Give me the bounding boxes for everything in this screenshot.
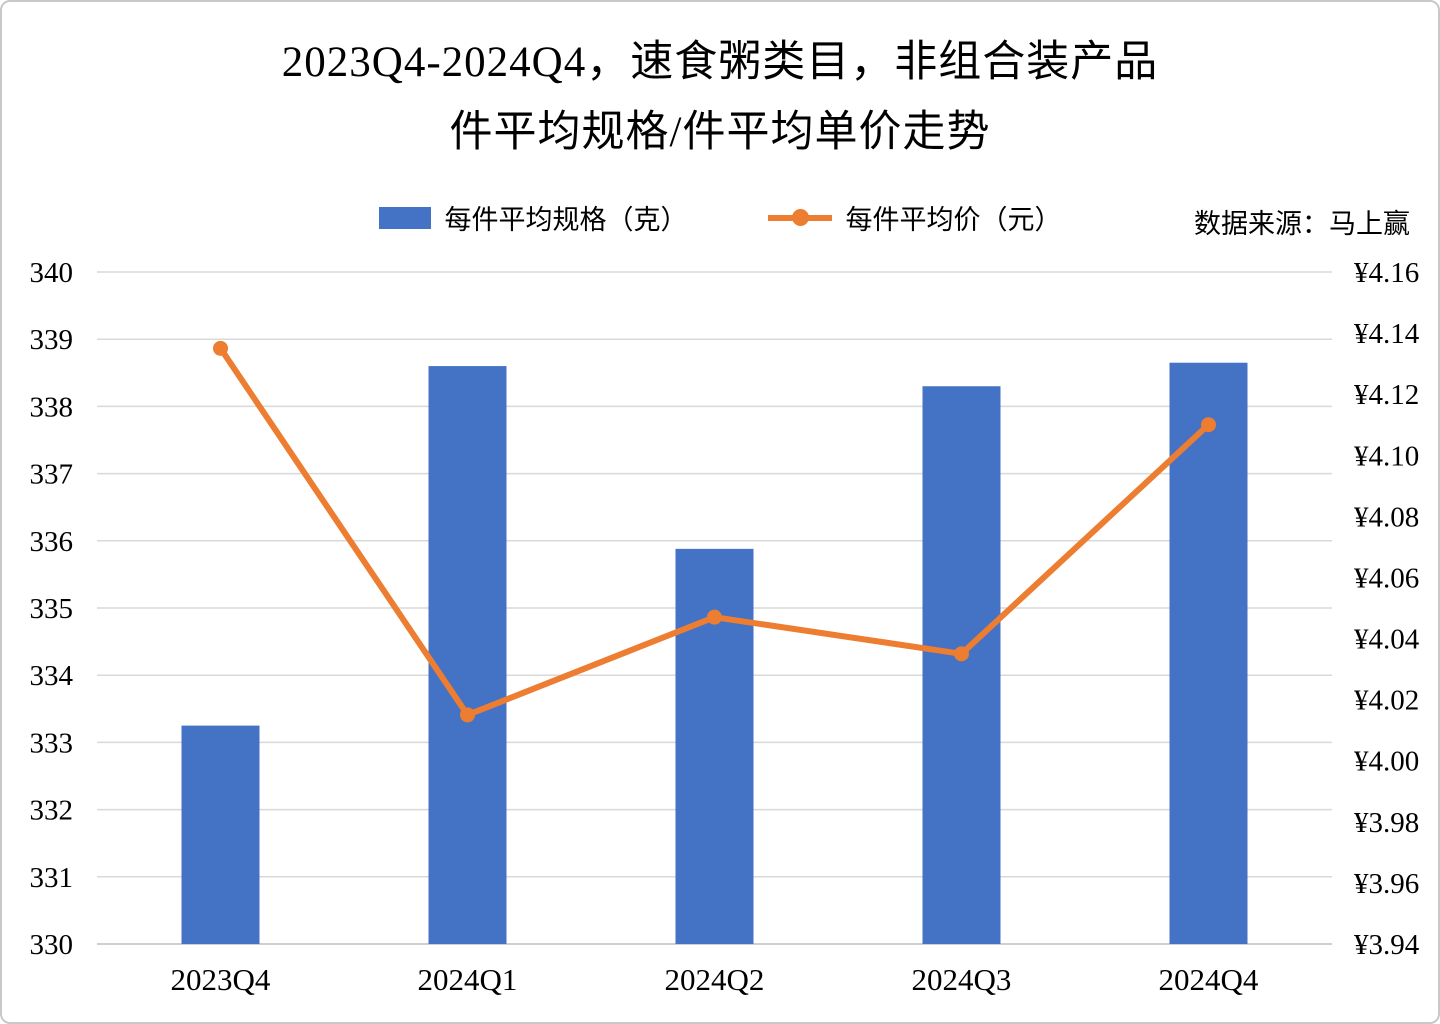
right-axis-tick-label: ¥4.02 (1354, 685, 1419, 717)
left-axis-tick-label: 331 (30, 862, 74, 894)
right-axis-tick-label: ¥4.10 (1354, 440, 1419, 472)
left-axis-tick-label: 332 (30, 795, 74, 827)
avg-price-point (1201, 417, 1216, 433)
legend-label-bar-series: 每件平均规格（克） (444, 205, 688, 235)
line-series-marker-icon (791, 208, 809, 226)
legend: 每件平均规格（克） 每件平均价（元） (2, 198, 1438, 237)
legend-item-line-series: 每件平均价（元） (767, 198, 1062, 237)
left-axis-tick-label: 337 (30, 459, 74, 491)
combo-chart: 340 339 338 337 336 335 334 333 332 331 330 ¥4.16 ¥4… (30, 257, 1420, 997)
right-axis-tick-label: ¥4.16 (1354, 257, 1419, 289)
left-axis-tick-label: 335 (30, 593, 74, 625)
bar-avg-weight (428, 366, 507, 944)
line-series-swatch (767, 208, 832, 226)
left-axis-tick-label: 336 (30, 526, 74, 558)
legend-item-bar-series: 每件平均规格（克） (378, 198, 688, 237)
left-axis-tick-label: 338 (30, 391, 74, 423)
x-axis-label: 2024Q3 (912, 962, 1012, 997)
left-axis-tick-label: 340 (30, 257, 74, 289)
right-axis-tick-label: ¥4.12 (1354, 379, 1419, 411)
right-axis-tick-label: ¥3.94 (1354, 929, 1420, 961)
bar-avg-weight (1169, 362, 1248, 945)
right-axis-tick-label: ¥3.98 (1354, 807, 1419, 839)
x-axis-label: 2023Q4 (171, 962, 271, 997)
bar-series-swatch (378, 206, 431, 229)
bar-avg-weight (181, 725, 260, 944)
chart-title-line1: 2023Q4-2024Q4，速食粥类目，非组合装产品 (281, 39, 1159, 86)
avg-price-point (954, 646, 969, 662)
chart-title-line2: 件平均规格/件平均单价走势 (449, 109, 991, 156)
avg-price-point (460, 707, 475, 723)
chart-title: 2023Q4-2024Q4，速食粥类目，非组合装产品 件平均规格/件平均单价走势 (2, 28, 1438, 168)
x-axis-label: 2024Q2 (665, 962, 765, 997)
left-axis-tick-label: 330 (30, 929, 74, 961)
right-axis-tick-label: ¥3.96 (1354, 868, 1419, 900)
bar-avg-weight (922, 386, 1001, 944)
data-source-label: 数据来源：马上赢 (1194, 209, 1410, 239)
x-axis-label: 2024Q4 (1159, 962, 1259, 997)
right-axis-tick-label: ¥4.00 (1354, 746, 1419, 778)
right-axis-tick-label: ¥4.04 (1354, 624, 1420, 656)
avg-price-point (707, 609, 722, 625)
legend-label-line-series: 每件平均价（元） (845, 205, 1062, 235)
right-axis-tick-label: ¥4.06 (1354, 562, 1419, 594)
left-axis-tick-label: 339 (30, 324, 74, 356)
left-axis-tick-label: 334 (30, 660, 74, 692)
right-axis-tick-label: ¥4.08 (1354, 501, 1419, 533)
left-axis-tick-label: 333 (30, 727, 74, 759)
bar-avg-weight (675, 548, 754, 944)
x-axis-label: 2024Q1 (418, 962, 518, 997)
right-axis-tick-label: ¥4.14 (1354, 318, 1420, 350)
avg-price-point (213, 340, 228, 356)
